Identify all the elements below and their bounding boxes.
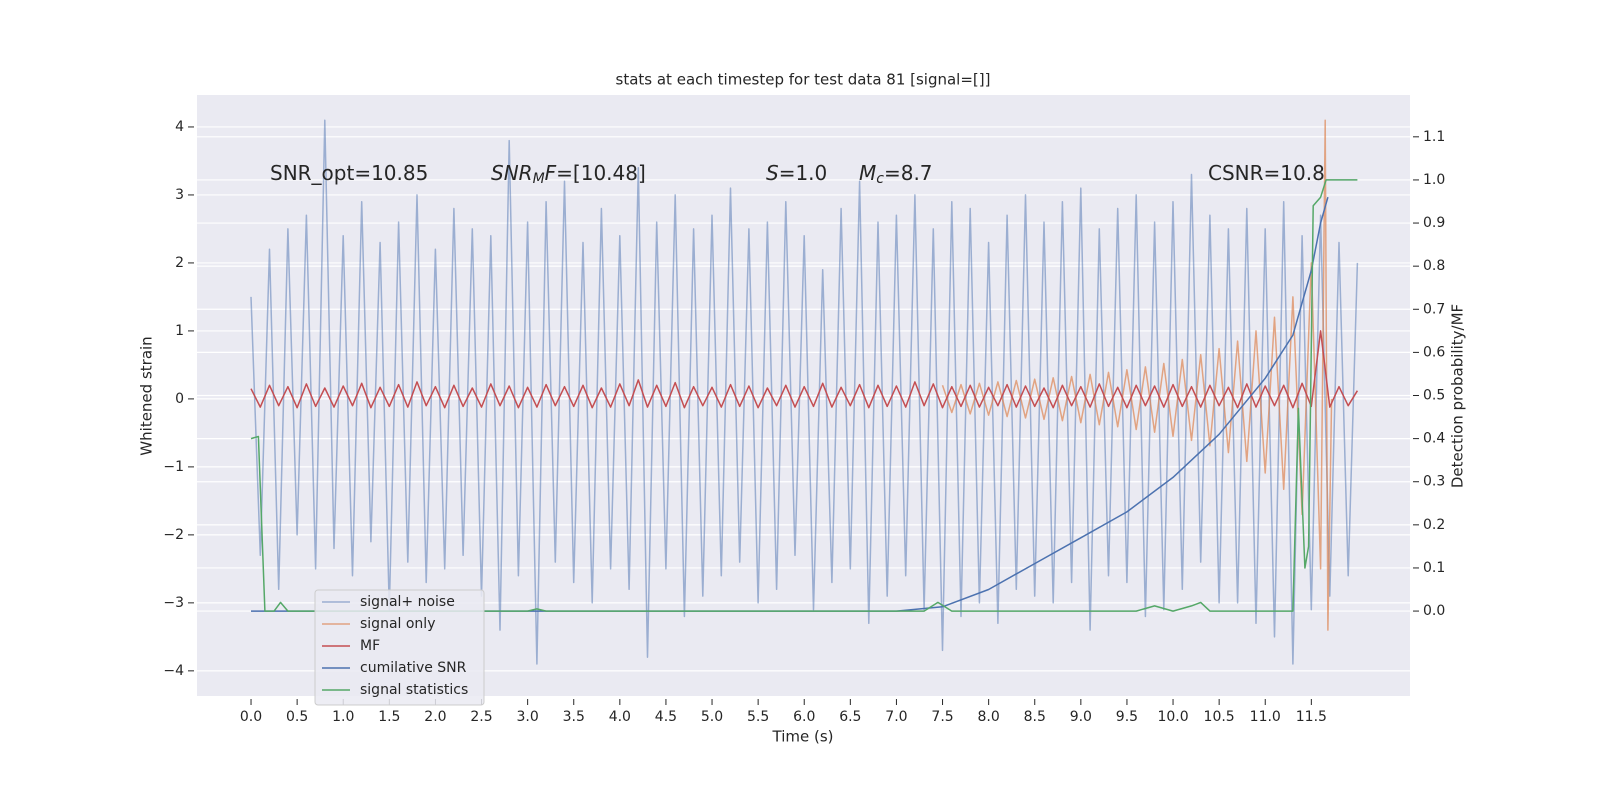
y-tick-label: −2 xyxy=(163,527,184,543)
y2-tick-label: 0.9 xyxy=(1423,215,1445,231)
y2-tick-label: 0.8 xyxy=(1423,258,1445,274)
legend: signal+ noise signal only MF cumilative SNR… xyxy=(314,589,485,706)
x-tick-label: 1.5 xyxy=(378,709,400,725)
y2-tick-label: 0.4 xyxy=(1423,431,1445,447)
y-tick-label: −3 xyxy=(163,595,184,611)
y2-tick-label: 1.1 xyxy=(1423,129,1445,145)
y-tick-label: 4 xyxy=(175,119,184,135)
x-tick-label: 7.0 xyxy=(885,709,907,725)
x-tick-label: 6.0 xyxy=(793,709,815,725)
y-tick-label: 1 xyxy=(175,323,184,339)
legend-label: signal+ noise xyxy=(360,594,455,610)
y2-tick-label: 0.7 xyxy=(1423,301,1445,317)
y2-tick-label: 0.0 xyxy=(1423,603,1445,619)
annotation: CSNR=10.8 xyxy=(1208,161,1325,185)
annotation: SNRMF=[10.48] xyxy=(491,161,646,188)
x-tick-label: 9.0 xyxy=(1070,709,1092,725)
chart-title: stats at each timestep for test data 81 … xyxy=(616,71,991,89)
y-tick-label: −4 xyxy=(163,663,184,679)
annotation-part: S xyxy=(766,161,779,185)
legend-label: signal only xyxy=(360,616,435,632)
y2-axis-label: Detection probability/MF xyxy=(1449,304,1467,488)
y2-tick-label: 0.2 xyxy=(1423,517,1445,533)
y2-tick-label: 0.3 xyxy=(1423,474,1445,490)
y2-tick-label: 0.1 xyxy=(1423,560,1445,576)
x-tick-label: 8.5 xyxy=(1024,709,1046,725)
y2-tick-label: 0.6 xyxy=(1423,344,1445,360)
x-tick-label: 5.5 xyxy=(747,709,769,725)
y-tick-label: 0 xyxy=(175,391,184,407)
axes: −4 −3 −2 −1 0 1 2 3 4 0.0 0.1 0.2 0.3 0.4 0.5 0.6 0.7 0.8… xyxy=(163,119,1445,725)
x-tick-label: 0.5 xyxy=(286,709,308,725)
y2-tick-label: 1.0 xyxy=(1423,172,1445,188)
y-axis-label: Whitened strain xyxy=(138,336,156,455)
y2-tick-label: 0.5 xyxy=(1423,388,1445,404)
annotation-part: SNR xyxy=(491,161,533,185)
series-line xyxy=(941,119,1333,631)
annotation-part: SNR_opt=10.85 xyxy=(270,161,428,185)
annotation-part: F xyxy=(545,161,557,185)
series-line xyxy=(250,179,1358,612)
annotation: S=1.0 xyxy=(766,161,827,185)
x-tick-label: 11.0 xyxy=(1250,709,1281,725)
x-tick-label: 8.0 xyxy=(978,709,1000,725)
x-tick-label: 1.0 xyxy=(332,709,354,725)
x-tick-label: 2.0 xyxy=(424,709,446,725)
annotation-part: M xyxy=(533,171,545,187)
x-tick-label: 4.0 xyxy=(609,709,631,725)
x-tick-label: 4.5 xyxy=(655,709,677,725)
y-tick-label: −1 xyxy=(163,459,184,475)
annotation: SNR_opt=10.85 xyxy=(270,161,428,185)
x-tick-label: 6.5 xyxy=(839,709,861,725)
annotation-part: =8.7 xyxy=(884,161,933,185)
annotation-part: M xyxy=(859,161,876,185)
x-tick-label: 10.5 xyxy=(1204,709,1235,725)
legend-label: signal statistics xyxy=(360,682,468,698)
legend-label: cumilative SNR xyxy=(360,660,467,676)
x-tick-label: 5.0 xyxy=(701,709,723,725)
legend-label: MF xyxy=(360,638,380,654)
y-tick-label: 3 xyxy=(175,187,184,203)
x-tick-label: 3.5 xyxy=(563,709,585,725)
annotation: Mc=8.7 xyxy=(859,161,933,188)
x-axis-label: Time (s) xyxy=(772,728,834,746)
legend-box xyxy=(314,589,485,706)
x-tick-label: 10.0 xyxy=(1157,709,1188,725)
x-tick-label: 3.0 xyxy=(517,709,539,725)
lines xyxy=(250,119,1359,665)
series-line xyxy=(251,196,1329,612)
x-tick-label: 7.5 xyxy=(931,709,953,725)
y-tick-label: 2 xyxy=(175,255,184,271)
annotation-part: c xyxy=(876,171,884,187)
x-tick-label: 2.5 xyxy=(470,709,492,725)
annotation-part: =[10.48] xyxy=(556,161,646,185)
x-tick-label: 11.5 xyxy=(1296,709,1327,725)
x-tick-label: 0.0 xyxy=(240,709,262,725)
annotation-part: =1.0 xyxy=(779,161,828,185)
series-line xyxy=(250,119,1359,665)
x-tick-label: 9.5 xyxy=(1116,709,1138,725)
annotation-part: CSNR=10.8 xyxy=(1208,161,1325,185)
series-line xyxy=(250,330,1359,409)
